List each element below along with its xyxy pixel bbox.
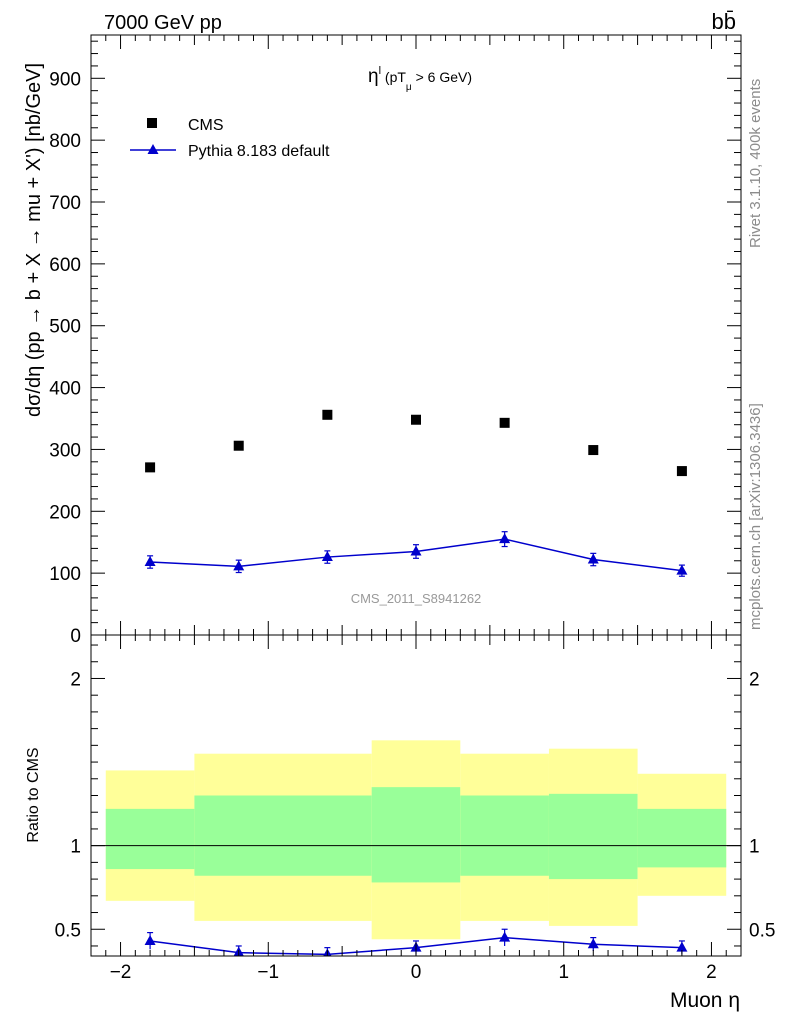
main-y-tick-label: 400	[49, 379, 81, 400]
ratio-y-tick-label: 2	[70, 669, 81, 690]
pythia-data-point	[587, 553, 599, 564]
header-left: 7000 GeV pp	[104, 12, 222, 34]
main-panel: 0 100 200 300 400 500 600 700 800 900 ηl (pTμ > 6…	[23, 34, 742, 647]
cms-data-point	[499, 417, 510, 428]
ratio-uncertainty-band-inner	[194, 795, 372, 876]
main-y-tick-label: 600	[49, 255, 81, 276]
ratio-y-tick-label: 1	[70, 837, 81, 858]
x-tick-label: −2	[110, 962, 132, 983]
ratio-data-point	[676, 941, 688, 952]
x-tick-label: 1	[558, 962, 569, 983]
ratio-panel-marks	[91, 740, 741, 956]
legend-cms-marker	[147, 118, 157, 128]
ratio-uncertainty-band-inner	[371, 787, 461, 883]
main-y-tick-label: 200	[49, 502, 81, 523]
pythia-data-point	[144, 556, 156, 567]
cms-data-point	[145, 462, 156, 473]
mcplots-label: mcplots.cern.ch [arXiv:1306.3436]	[747, 403, 764, 630]
pythia-data-point	[410, 545, 422, 556]
x-tick-label: 0	[411, 962, 422, 983]
cms-data-point	[322, 409, 333, 420]
header-right: bb̄	[712, 9, 736, 34]
x-tick-label: 2	[706, 962, 717, 983]
legend-cms-label: CMS	[188, 117, 224, 134]
pythia-data-point	[321, 551, 333, 562]
x-tick-label: −1	[257, 962, 279, 983]
cms-data-point	[676, 466, 687, 477]
main-y-tick-label: 900	[49, 69, 81, 90]
cms-data-point	[233, 440, 244, 451]
ratio-uncertainty-band-inner	[460, 795, 549, 876]
analysis-watermark: CMS_2011_S8941262	[351, 591, 482, 606]
ratio-data-point	[499, 931, 511, 942]
pythia-data-point	[676, 564, 688, 575]
ratio-y-tick-label-right: 1	[749, 837, 760, 858]
ratio-y-tick-label-right: 0.5	[749, 920, 775, 941]
ratio-data-point	[144, 934, 156, 945]
main-y-tick-label: 300	[49, 440, 81, 461]
ratio-data-point	[587, 938, 599, 949]
pythia-data-point	[233, 560, 245, 571]
ratio-y-axis-label: Ratio to CMS	[25, 747, 42, 842]
legend-pythia-marker	[147, 144, 159, 154]
x-axis-label: Muon η	[670, 989, 740, 1012]
ratio-uncertainty-band-inner	[548, 793, 638, 880]
main-y-axis-label: dσ/dη (pp → b + X → mu + X') [nb/GeV]	[23, 63, 45, 417]
ratio-panel-axes: 0.5 0.5 1 1 2 2 −2 −1 0 1 2	[55, 635, 775, 983]
main-title: ηl (pTμ > 6 GeV)	[368, 65, 472, 93]
ratio-uncertainty-band-inner	[105, 808, 195, 870]
cms-data-point	[411, 414, 421, 425]
ratio-y-tick-label-right: 2	[749, 669, 760, 690]
main-y-tick-label: 700	[49, 193, 81, 214]
main-y-tick-label: 100	[49, 564, 81, 585]
ratio-panel: 0.5 0.5 1 1 2 2 −2 −1 0 1 2 Ratio to CMS Muon η	[25, 634, 775, 1012]
pythia-data-point	[499, 533, 511, 544]
ratio-y-tick-label: 0.5	[55, 920, 81, 941]
main-y-tick-label: 0	[70, 626, 81, 647]
main-y-tick-label: 800	[49, 131, 81, 152]
main-panel-axes: 0 100 200 300 400 500 600 700 800 900	[49, 35, 742, 647]
legend-pythia-label: Pythia 8.183 default	[188, 143, 330, 160]
legend: CMS Pythia 8.183 default	[130, 117, 330, 160]
cms-data-point	[588, 445, 599, 456]
rivet-label: Rivet 3.1.10, 400k events	[747, 79, 764, 248]
main-panel-marks	[144, 409, 688, 577]
ratio-uncertainty-band-inner	[637, 808, 727, 868]
main-y-tick-label: 500	[49, 317, 81, 338]
